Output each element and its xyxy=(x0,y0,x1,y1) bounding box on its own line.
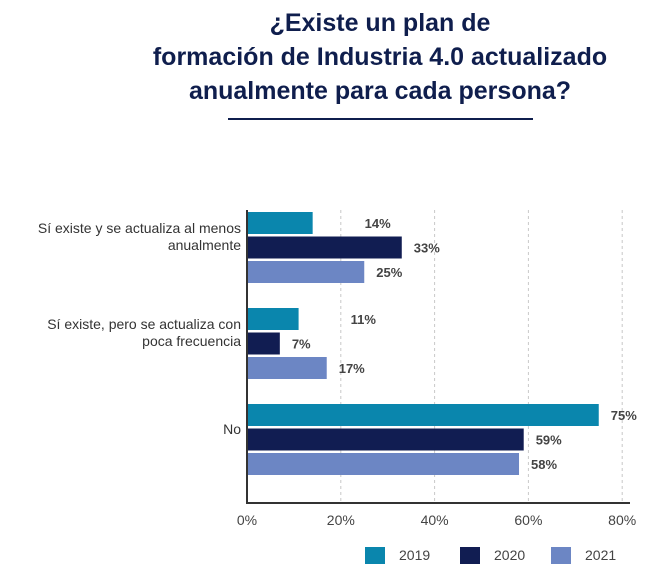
bar-2020-cat2 xyxy=(247,332,280,355)
data-label-2019-cat1: 14% xyxy=(365,216,391,231)
category-label-3: No xyxy=(19,421,241,438)
category-label-2: Sí existe, pero se actualiza con poca fre… xyxy=(19,316,241,350)
x-tick-label-60: 60% xyxy=(514,512,542,528)
legend-label-2019: 2019 xyxy=(399,547,431,563)
category-label-1-line-2: anualmente xyxy=(167,237,241,253)
legend-item-2019: 2019 xyxy=(365,545,430,565)
category-label-2-line-2: poca frecuencia xyxy=(142,333,241,349)
title-underline xyxy=(228,118,533,120)
data-label-2019-cat3: 75% xyxy=(611,408,637,423)
data-label-2020-cat3: 59% xyxy=(536,433,562,448)
legend-label-2021: 2021 xyxy=(585,547,617,563)
bar-chart: 14% 11% 75% 33% 7% 59% 25% 17% 58% 0% 20% 40% 60% 80% xyxy=(237,210,637,528)
bar-2020-cat3 xyxy=(247,428,524,451)
category-label-2-line-1: Sí existe, pero se actualiza con xyxy=(47,316,241,332)
category-label-3-line-1: No xyxy=(223,420,241,437)
bar-2019-cat2 xyxy=(247,308,299,330)
category-label-1-line-1: Sí existe y se actualiza al menos xyxy=(37,220,241,236)
x-tick-label-40: 40% xyxy=(421,512,449,528)
data-label-2021-cat3: 58% xyxy=(531,457,557,472)
data-label-2019-cat2: 11% xyxy=(351,312,377,327)
legend-swatch-2019 xyxy=(365,546,385,564)
x-tick-label-20: 20% xyxy=(327,512,355,528)
data-label-2020-cat1: 33% xyxy=(414,241,440,256)
chart-title-line-3: anualmente para cada persona? xyxy=(188,77,572,105)
legend-item-2021: 2021 xyxy=(551,545,616,565)
x-tick-label-80: 80% xyxy=(608,512,636,528)
legend-swatch-2020 xyxy=(460,546,480,564)
bar-2021-cat2 xyxy=(247,357,327,379)
data-label-2020-cat2: 7% xyxy=(292,337,311,352)
bar-2021-cat1 xyxy=(247,261,365,283)
chart-title-line-1: ¿Existe un plan de xyxy=(269,9,491,37)
data-label-2021-cat1: 25% xyxy=(376,265,402,280)
x-tick-label-0: 0% xyxy=(237,512,257,528)
legend-label-2020: 2020 xyxy=(494,547,526,563)
bar-2020-cat1 xyxy=(247,236,402,259)
legend-swatch-2021 xyxy=(551,546,571,564)
bar-2019-cat1 xyxy=(247,212,313,234)
chart-title-line-2: formación de Industria 4.0 actualizado xyxy=(152,43,608,71)
chart-legend: 2019 2020 2021 xyxy=(0,545,651,567)
bar-2019-cat3 xyxy=(247,404,599,426)
category-label-1: Sí existe y se actualiza al menos anualme… xyxy=(19,220,241,254)
data-label-2021-cat2: 17% xyxy=(339,361,365,376)
chart-title: ¿Existe un plan de formación de Industri… xyxy=(0,6,651,108)
legend-item-2020: 2020 xyxy=(460,545,525,565)
bar-2021-cat3 xyxy=(247,453,520,475)
